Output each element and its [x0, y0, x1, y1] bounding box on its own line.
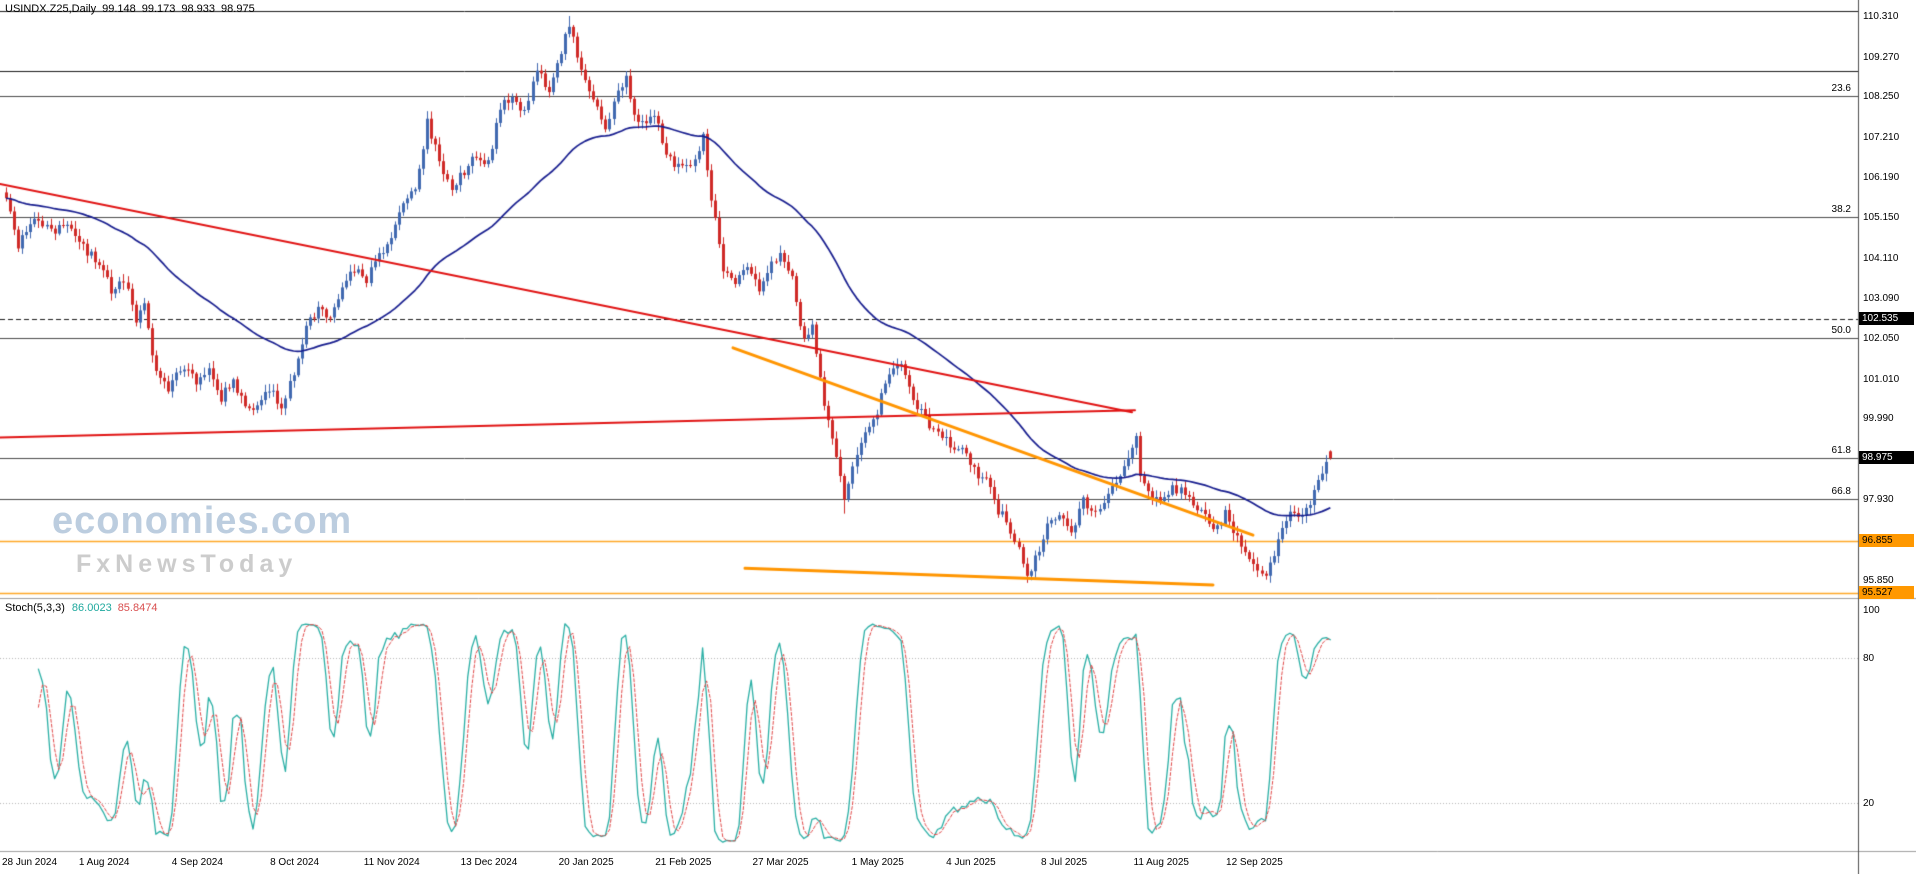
- price-axis-label: 106.190: [1863, 171, 1900, 183]
- symbol-timeframe-label: USINDX.Z25,Daily: [5, 3, 97, 15]
- stoch-main-value: 86.0023: [71, 602, 112, 614]
- price-axis-label: 107.210: [1863, 131, 1900, 143]
- stoch-indicator-label: Stoch(5,3,3): [5, 602, 65, 614]
- fib-level-label: 61.8: [1831, 445, 1851, 457]
- fib-level-label: 23.6: [1831, 83, 1851, 95]
- price-axis-label: 95.850: [1863, 574, 1894, 586]
- time-axis-label: 1 Aug 2024: [78, 857, 130, 868]
- price-tag: 98.975: [1859, 451, 1914, 465]
- high-value: 99.173: [141, 3, 176, 15]
- price-axis-label: 109.270: [1863, 51, 1900, 63]
- stoch-axis-label: 20: [1863, 797, 1875, 809]
- price-tag: 96.855: [1859, 533, 1914, 547]
- price-tag: 102.535: [1859, 312, 1914, 326]
- time-axis-label: 27 Mar 2025: [752, 857, 809, 868]
- time-axis-label: 4 Jun 2025: [946, 857, 996, 868]
- price-tag: 95.527: [1859, 585, 1914, 599]
- open-value: 99.148: [102, 3, 136, 15]
- time-axis-label: 11 Aug 2025: [1133, 857, 1189, 868]
- stoch-indicator-header: Stoch(5,3,3) 86.0023 85.8474: [5, 602, 157, 614]
- time-axis-label: 4 Sep 2024: [171, 857, 223, 868]
- fib-level-label: 50.0: [1831, 325, 1851, 337]
- price-axis-label: 108.250: [1863, 91, 1900, 103]
- price-axis-label: 110.310: [1863, 10, 1899, 22]
- fib-level-label: 38.2: [1831, 204, 1851, 216]
- price-axis-label: 99.990: [1863, 413, 1894, 425]
- time-axis-label: 8 Oct 2024: [270, 857, 319, 868]
- price-axis-label: 103.090: [1863, 292, 1900, 304]
- stoch-axis-label: 100: [1863, 605, 1880, 616]
- time-axis-label: 8 Jul 2025: [1040, 857, 1088, 868]
- low-value: 98.933: [181, 3, 216, 15]
- close-value: 98.975: [221, 3, 255, 15]
- time-axis-label: 13 Dec 2024: [460, 857, 518, 868]
- price-axis-label: 101.010: [1863, 373, 1900, 385]
- stoch-signal-value: 85.8474: [117, 602, 158, 614]
- price-axis-label: 104.110: [1863, 252, 1899, 264]
- time-axis-label: 1 May 2025: [851, 857, 904, 868]
- time-axis-label: 12 Sep 2025: [1226, 857, 1283, 868]
- stoch-axis-label: 80: [1863, 653, 1875, 665]
- time-axis-label: 11 Nov 2024: [363, 857, 420, 868]
- price-axis-label: 102.050: [1863, 333, 1900, 345]
- fib-level-label: 66.8: [1831, 485, 1851, 497]
- price-axis-label: 105.150: [1863, 212, 1900, 224]
- time-axis-label: 28 Jun 2024: [2, 857, 58, 868]
- symbol-ohlc-header: USINDX.Z25,Daily 99.148 99.173 98.933 98.975: [5, 3, 261, 15]
- time-axis-label: 21 Feb 2025: [655, 857, 712, 868]
- time-axis-label: 20 Jan 2025: [558, 857, 614, 868]
- price-axis-label: 97.930: [1863, 493, 1894, 505]
